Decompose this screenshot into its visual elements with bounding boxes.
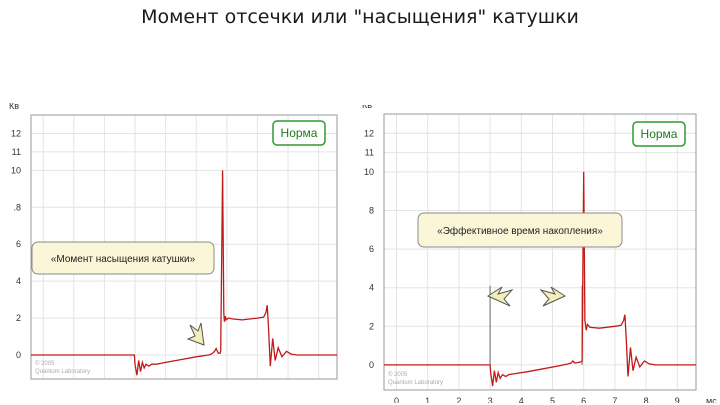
chart-panel-right: Кв 0 2 4 6 8 10 11 12 0 1 2 3 4 5 6 7 8 9 мс Норма «Эффекти… bbox=[362, 105, 718, 403]
plot-frame bbox=[383, 113, 697, 391]
y-axis-unit-label: Кв bbox=[9, 103, 19, 111]
y-tick-label: 4 bbox=[369, 283, 374, 293]
x-tick-label: 0 bbox=[394, 396, 399, 403]
plot-frame bbox=[30, 114, 338, 380]
annotation-callout bbox=[417, 212, 623, 248]
y-tick-label: 11 bbox=[365, 148, 374, 158]
y-tick-label: 6 bbox=[369, 244, 374, 254]
x-tick-label: 7 bbox=[612, 396, 617, 403]
y-tick-label: 8 bbox=[369, 206, 374, 216]
y-axis-unit-label: Кв bbox=[362, 105, 372, 110]
pointer-arrow-icon bbox=[486, 286, 514, 307]
x-tick-label: 3 bbox=[488, 396, 493, 403]
status-badge bbox=[272, 120, 326, 146]
status-badge-label: Норма bbox=[281, 126, 318, 140]
x-tick-label: 1 bbox=[425, 396, 430, 403]
signal-series-line bbox=[31, 170, 337, 376]
y-tick-label: 12 bbox=[364, 128, 374, 138]
y-tick-label: 2 bbox=[369, 321, 374, 331]
y-tick-label: 2 bbox=[16, 313, 21, 323]
y-tick-label: 0 bbox=[369, 360, 374, 370]
status-badge bbox=[632, 121, 686, 147]
annotation-callout bbox=[31, 241, 215, 275]
copyright-watermark: Quantum Laboratory bbox=[388, 380, 443, 386]
annotation-text: «Момент насыщения катушки» bbox=[51, 254, 196, 265]
x-tick-label: 6 bbox=[581, 396, 586, 403]
x-tick-label: 9 bbox=[675, 396, 680, 403]
y-tick-label: 11 bbox=[12, 147, 21, 157]
annotation-text: «Эффективное время накопления» bbox=[437, 225, 603, 237]
x-tick-label: 8 bbox=[644, 396, 649, 403]
y-tick-label: 0 bbox=[16, 350, 21, 360]
copyright-watermark: Quantum Laboratory bbox=[35, 369, 90, 375]
pointer-arrow-icon bbox=[539, 286, 567, 307]
slide-title: Момент отсечки или "насыщения" катушки bbox=[141, 6, 579, 28]
copyright-watermark: © 2005 bbox=[388, 371, 408, 378]
y-tick-label: 6 bbox=[16, 239, 21, 249]
copyright-watermark: © 2005 bbox=[35, 360, 55, 367]
status-badge-label: Норма bbox=[641, 127, 678, 141]
signal-series-line bbox=[384, 171, 696, 387]
x-axis-unit-label: мс bbox=[706, 396, 717, 403]
y-tick-label: 12 bbox=[11, 128, 21, 138]
x-tick-label: 5 bbox=[550, 396, 555, 403]
y-tick-label: 4 bbox=[16, 276, 21, 286]
y-tick-label: 10 bbox=[364, 167, 374, 177]
pointer-arrow-icon bbox=[186, 322, 205, 346]
y-tick-label: .8 bbox=[13, 202, 21, 212]
x-tick-label: 2 bbox=[456, 396, 461, 403]
y-tick-label: 10 bbox=[11, 165, 21, 175]
x-tick-label: 4 bbox=[519, 396, 524, 403]
